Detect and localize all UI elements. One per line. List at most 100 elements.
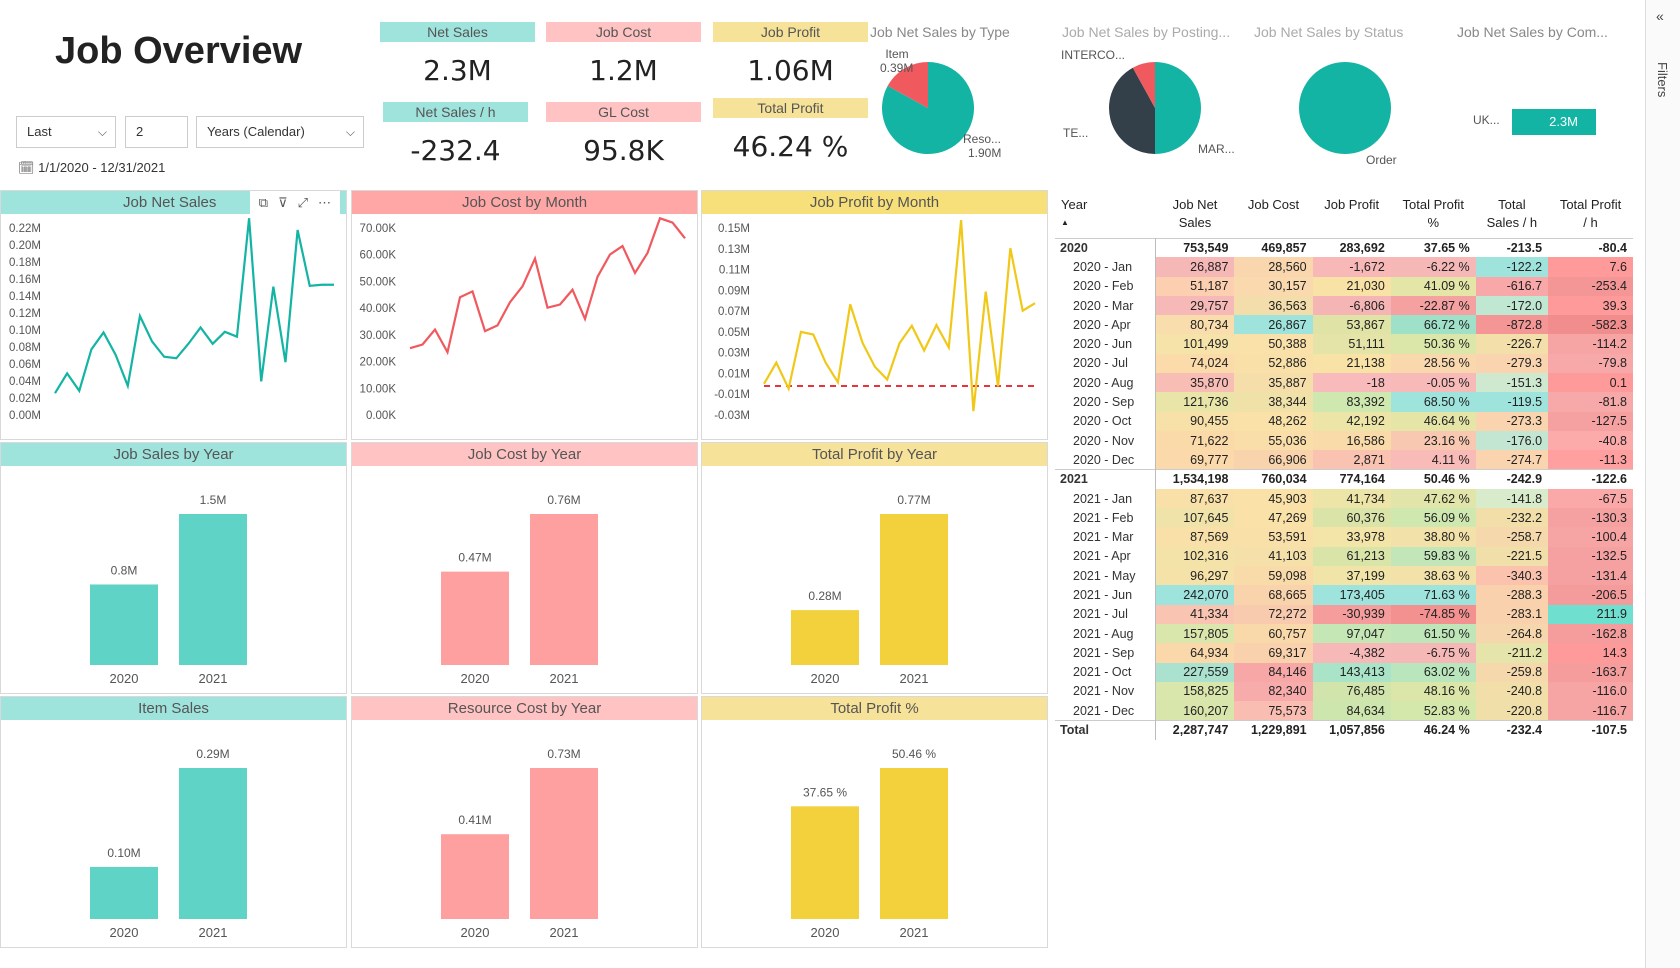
table-row[interactable]: 2020 - Feb 51,187 30,157 21,030 41.09 % -616.… [1055,276,1633,296]
table-row[interactable]: 2020 - Oct 90,455 48,262 42,192 46.64 % -273.… [1055,411,1633,431]
column-header[interactable]: Total Sales / h [1476,196,1548,238]
table-cell: -100.4 [1548,527,1633,547]
table-cell: 74,024 [1155,353,1235,374]
table-row[interactable]: 2020 - Dec 69,777 66,906 2,871 4.11 % -274.7-… [1055,450,1633,470]
y-tick-label: 20.00K [360,357,397,369]
table-row[interactable]: 2021 - Apr 102,316 41,103 61,213 59.83 % -221… [1055,546,1633,567]
filters-pane[interactable]: « Filters [1645,0,1680,968]
pie-status-chart[interactable]: Order [1250,40,1450,170]
table-row[interactable]: 2020 - Nov 71,622 55,036 16,586 23.16 % -176.… [1055,430,1633,451]
table-row[interactable]: 2021 - Sep 64,934 69,317 -4,382 -6.75 % -211.… [1055,643,1633,663]
table-row[interactable]: 2020 - Jun 101,499 50,388 51,111 50.36 % -226… [1055,334,1633,354]
y-tick-label: 0.07M [718,306,750,318]
table-row[interactable]: 2021 - Nov 158,825 82,340 76,485 48.16 % -240… [1055,681,1633,702]
panel-profit-year[interactable]: Total Profit by Year 0.28M 2020 0.77M 2021 [701,442,1048,694]
date-range[interactable]: 🗓 1/1/2020 - 12/31/2021 [18,160,165,176]
table-row[interactable]: 2021 - Jun 242,070 68,665 173,405 71.63 % -28… [1055,585,1633,605]
more-options-icon[interactable]: ⋯ [318,195,331,210]
kpi-label: GL Cost [546,102,701,122]
table-cell: 753,549 [1155,237,1235,258]
chart-item-sales[interactable]: 0.10M 2020 0.29M 2021 [1,720,346,947]
column-header[interactable]: Total Profit / h [1548,196,1633,238]
table-row[interactable]: 2021 - Jul 41,334 72,272 -30,939 -74.85 % -28… [1055,604,1633,624]
panel-item-sales[interactable]: Item Sales 0.10M 2020 0.29M 2021 [0,696,347,948]
table-row[interactable]: 2021 - Oct 227,559 84,146 143,413 63.02 % -25… [1055,662,1633,682]
pie-slice [1299,62,1391,154]
table-row[interactable]: 2021 - Dec 160,207 75,573 84,634 52.83 % -220… [1055,701,1633,721]
filter-icon[interactable]: ⊽ [278,195,288,210]
company-bar-value: 2.3M [1549,114,1578,129]
panel-profit-pct[interactable]: Total Profit % 37.65 % 2020 50.46 % 2021 [701,696,1048,948]
table-row[interactable]: 2021 - Aug 157,805 60,757 97,047 61.50 % -264… [1055,623,1633,644]
pie-label: Order [1366,153,1397,167]
table-cell: 227,559 [1155,662,1235,682]
column-header[interactable]: Job Net Sales [1156,196,1235,238]
table-row[interactable]: 2020 - Mar 29,757 36,563 -6,806 -22.87 % -172… [1055,295,1633,316]
table-cell: 66.72 % [1390,315,1476,335]
y-tick-label: 0.08M [9,342,41,354]
table-cell: 69,317 [1234,643,1313,663]
table-row[interactable]: 2021 - Feb 107,645 47,269 60,376 56.09 % -232… [1055,508,1633,528]
table-row[interactable]: 2020 - Jul 74,024 52,886 21,138 28.56 % -279.… [1055,353,1633,374]
column-header[interactable]: Total Profit% [1391,196,1476,238]
column-header[interactable]: Job Profit [1313,196,1391,238]
focus-mode-icon[interactable]: ⤢ [297,195,308,210]
panel-cost-year[interactable]: Job Cost by Year 0.47M 2020 0.76M 2021 [351,442,698,694]
table-cell: -172.0 [1475,295,1549,316]
chart-cost-month[interactable]: 70.00K 60.00K 50.00K 40.00K 30.00K 20.00K 10.0… [352,214,697,439]
period-unit-dropdown[interactable]: Years (Calendar) ⌵ [196,116,364,148]
table-cell: 26,887 [1155,257,1235,277]
collapse-icon[interactable]: « [1656,8,1664,24]
row-label: 2020 - Jul [1055,353,1157,374]
data-label: 0.28M [808,589,841,603]
table-row[interactable]: 2021 - Jan 87,637 45,903 41,734 47.62 % -141.… [1055,488,1633,509]
pie-slice [1109,67,1155,154]
table-row[interactable]: 2021 - Mar 87,569 53,591 33,978 38.80 % -258.… [1055,527,1633,547]
chart-res-cost[interactable]: 0.41M 2020 0.73M 2021 [352,720,697,947]
table-cell: 102,316 [1155,546,1235,567]
chart-profit-year[interactable]: 0.28M 2020 0.77M 2021 [702,466,1047,693]
column-header[interactable]: Job Cost [1234,196,1312,238]
panel-net-sales[interactable]: Job Net Sales ⧉ ⊽ ⤢ ⋯ 0.22M 0.20M 0.18M 0.16M 0.1… [0,190,347,440]
table-cell: 0.1 [1548,373,1633,393]
kpi-label: Net Sales [380,22,535,42]
company-bar[interactable]: 2.3M [1512,109,1596,135]
table-row[interactable]: 2020 - Aug 35,870 35,887 -18 -0.05 % -151.3 0.… [1055,373,1633,393]
chart-net-sales[interactable]: 0.22M 0.20M 0.18M 0.16M 0.14M 0.12M 0.10M 0.08M… [1,214,346,439]
pie-status-title: Job Net Sales by Status [1254,24,1404,40]
chart-profit-month[interactable]: 0.15M 0.13M 0.11M 0.09M 0.07M 0.05M 0.03M 0.01M… [702,214,1047,439]
table-row[interactable]: 2020 - Sep 121,736 38,344 83,392 68.50 % -119… [1055,392,1633,412]
sort-icon[interactable]: ▲ [1061,218,1069,227]
panel-res-cost[interactable]: Resource Cost by Year 0.41M 2020 0.73M 2021 [351,696,698,948]
data-label: 50.46 % [892,747,936,761]
row-label: 2020 - Mar [1055,295,1157,316]
period-mode-dropdown[interactable]: Last ⌵ [16,116,116,148]
chart-sales-year[interactable]: 0.8M 2020 1.5M 2021 [1,466,346,693]
pie-posting-chart[interactable]: INTERCO... TE... MAR... [1055,40,1255,170]
table-row[interactable]: 2020 - Apr 80,734 26,867 53,867 66.72 % -872.… [1055,315,1633,335]
column-header[interactable]: Year ▲ [1055,196,1156,238]
chevron-down-icon: ⌵ [97,125,107,139]
table-row[interactable]: 2021 - May 96,297 59,098 37,199 38.63 % -340.… [1055,566,1633,586]
period-count-value: 2 [136,124,144,139]
kpi-label: Job Cost [546,22,701,42]
table-row[interactable]: 2021 1,534,198 760,034 774,164 50.46 % -242.9… [1055,469,1633,489]
panel-title: Item Sales [138,700,209,717]
panel-cost-month[interactable]: Job Cost by Month 70.00K 60.00K 50.00K 40.00… [351,190,698,440]
chart-profit-pct[interactable]: 37.65 % 2020 50.46 % 2021 [702,720,1047,947]
matrix-table[interactable]: Year ▲ Job Net Sales Job Cost Job Profit Total… [1055,196,1633,740]
panel-profit-month[interactable]: Job Profit by Month 0.15M 0.13M 0.11M 0.09M 0… [701,190,1048,440]
table-row[interactable]: 2020 753,549 469,857 283,692 37.65 % -213.5 -8… [1055,237,1633,258]
table-row[interactable]: 2020 - Jan 26,887 28,560 -1,672 -6.22 % -122.… [1055,257,1633,277]
chart-cost-year[interactable]: 0.47M 2020 0.76M 2021 [352,466,697,693]
table-cell: 83,392 [1312,392,1391,412]
table-cell: 55,036 [1234,430,1313,451]
period-count-input[interactable]: 2 [125,116,188,148]
data-label: 0.76M [547,493,580,507]
table-cell: 41.09 % [1390,276,1476,296]
table-row[interactable]: Total 2,287,747 1,229,891 1,057,856 46.24 % -… [1055,719,1633,740]
panel-sales-year[interactable]: Job Sales by Year 0.8M 2020 1.5M 2021 [0,442,347,694]
row-label: 2021 - Mar [1055,527,1157,547]
copy-icon[interactable]: ⧉ [258,195,269,210]
